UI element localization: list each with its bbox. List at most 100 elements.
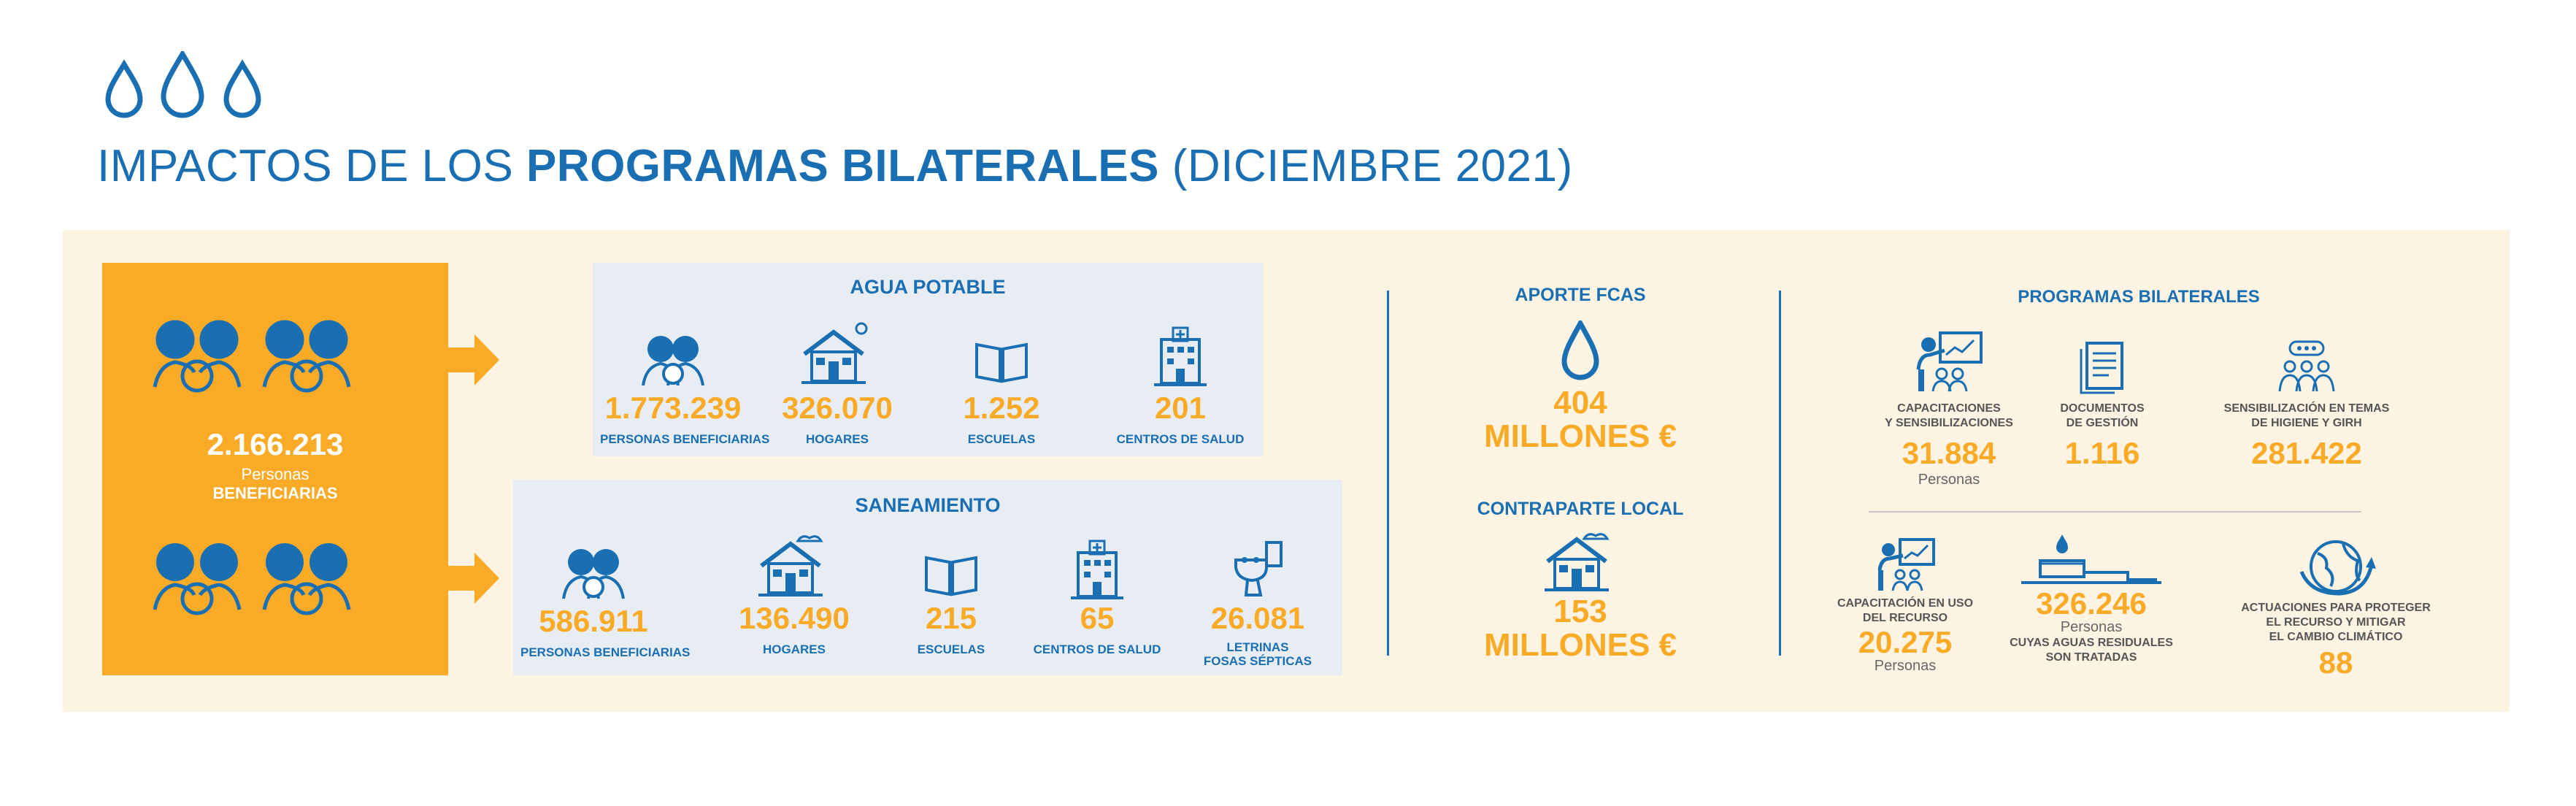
prog-act-label1: ACTUACIONES PARA PROTEGER [2241,602,2431,614]
prog-doc-value: 1.116 [2064,436,2140,470]
prog-cap-label1: CAPACITACIONES [1897,402,2001,415]
san-item-salud: 65 CENTROS DE SALUD [1024,538,1170,657]
drop-icon [161,51,204,118]
prog-aguas-value: 326.246 [2036,586,2147,621]
prog-capacitacion-uso: CAPACITACIÓN EN USO DEL RECURSO 20.275 P… [1818,537,1993,675]
agua-value-hogares: 326.070 [782,391,893,425]
san-label-fosas: FOSAS SÉPTICAS [1203,653,1312,668]
agua-label-escuelas: ESCUELAS [967,432,1036,446]
divider-left [1387,291,1389,656]
prog-sensibilizacion: SENSIBILIZACIÓN EN TEMAS DE HIGIENE Y GI… [2197,340,2416,469]
agua-value-escuelas: 1.252 [963,391,1040,425]
agua-title: AGUA POTABLE [850,276,1006,298]
training-icon [1916,331,1983,392]
drop-icon [223,59,261,118]
people-icon [642,336,704,386]
house-icon [758,535,823,596]
prog-uso-label1: CAPACITACIÓN EN USO [1837,597,1974,610]
san-label-letrinas: LETRINAS [1226,640,1289,654]
prog-uso-sub: Personas [1874,658,1937,674]
beneficiaries-value: 2.166.213 [207,427,344,461]
contraparte-unit: MILLONES € [1483,627,1677,663]
prog-doc-label2: DE GESTIÓN [2066,417,2139,429]
contraparte-value: 153 [1553,594,1607,629]
prog-aguas-residuales: 326.246 Personas CUYAS AGUAS RESIDUALES … [1996,531,2186,665]
page-title: IMPACTOS DE LOS PROGRAMAS BILATERALES (D… [97,140,1573,192]
prog-sens-label1: SENSIBILIZACIÓN EN TEMAS [2223,402,2390,415]
house-icon [1545,533,1610,591]
prog-doc-label1: DOCUMENTOS [2060,402,2145,415]
title-part3: (DICIEMBRE 2021) [1158,141,1573,191]
document-icon [2080,342,2123,394]
hospital-icon [1154,326,1207,386]
aporte-unit: MILLONES € [1483,418,1677,454]
contraparte-title: CONTRAPARTE LOCAL [1477,499,1684,519]
prog-act-value: 88 [2318,645,2353,680]
globe-icon [2299,540,2376,596]
arrow-right-icon [448,334,499,385]
agua-value-personas: 1.773.239 [604,391,742,425]
beneficiaries-card: 2.166.213 Personas BENEFICIARIAS [102,263,448,675]
san-value-escuelas: 215 [925,601,977,635]
prog-act-label3: EL CAMBIO CLIMÁTICO [2269,631,2403,643]
agua-label-personas: PERSONAS BENEFICIARIAS [600,432,770,446]
prog-actuaciones: ACTUACIONES PARA PROTEGER EL RECURSO Y M… [2219,535,2453,678]
san-value-letrinas: 26.081 [1210,601,1305,635]
aporte-value: 404 [1553,385,1607,421]
beneficiaries-line1: Personas [241,465,309,483]
san-label-salud: CENTROS DE SALUD [1033,642,1161,656]
toilet-icon [1234,541,1283,596]
agua-value-salud: 201 [1154,391,1207,425]
aporte-fcas: APORTE FCAS 404 MILLONES € [1431,285,1730,453]
san-item-letrinas: 26.081 LETRINAS FOSAS SÉPTICAS [1192,538,1323,668]
people-group-icon [153,320,351,393]
agua-label-hogares: HOGARES [806,432,869,446]
contraparte-local: CONTRAPARTE LOCAL 153 MILLONES € [1431,499,1730,661]
title-part2: PROGRAMAS BILATERALES [526,141,1159,191]
agua-item-salud: 201 CENTROS DE SALUD [1107,325,1253,447]
training-icon [1877,538,1935,591]
san-label-personas: PERSONAS BENEFICIARIAS [520,645,691,659]
wastewater-plant-icon [2021,534,2161,584]
prog-act-label2: EL RECURSO Y MITIGAR [2266,616,2406,629]
agua-potable-box: AGUA POTABLE 1.773.239 PERSONAS BENEFICI… [593,263,1263,456]
divider-right [1779,291,1781,656]
beneficiaries-line2: BENEFICIARIAS [212,484,338,502]
agua-item-hogares: 326.070 HOGARES [775,321,899,447]
house-icon [801,322,868,384]
book-icon [975,342,1028,383]
programas-separator [1869,511,2361,513]
group-talk-icon [2278,340,2335,392]
prog-sens-value: 281.422 [2251,436,2362,470]
prog-documentos: DOCUMENTOS DE GESTIÓN 1.116 [2037,340,2168,469]
book-icon [925,556,977,596]
people-group-icon [153,543,351,615]
agua-label-salud: CENTROS DE SALUD [1116,432,1245,446]
prog-aguas-label1: CUYAS AGUAS RESIDUALES [2010,637,2173,649]
san-value-personas: 586.911 [539,604,648,638]
prog-capacitaciones: CAPACITACIONES Y SENSIBILIZACIONES 31.88… [1858,329,2040,488]
prog-cap-sub: Personas [1918,472,1980,488]
san-item-escuelas: 215 ESCUELAS [907,549,995,657]
aporte-title: APORTE FCAS [1515,285,1646,305]
prog-cap-value: 31.884 [1902,436,1996,470]
prog-uso-label2: DEL RECURSO [1862,612,1948,624]
prog-uso-value: 20.275 [1858,625,1953,659]
drop-icon [1561,321,1599,380]
prog-aguas-sub: Personas [2060,619,2123,635]
people-icon [562,549,625,599]
san-value-hogares: 136.490 [739,601,850,635]
agua-item-personas: 1.773.239 PERSONAS BENEFICIARIAS [600,329,770,447]
san-value-salud: 65 [1080,601,1115,635]
san-label-hogares: HOGARES [763,642,826,656]
prog-sens-label2: DE HIGIENE Y GIRH [2251,417,2362,429]
header-drops [102,51,270,124]
arrow-right-icon [448,553,499,604]
saneamiento-box: SANEAMIENTO 586.911 PERSONAS BENEFICIARI… [513,480,1342,675]
saneamiento-title: SANEAMIENTO [855,494,1001,516]
san-item-hogares: 136.490 HOGARES [732,531,856,657]
prog-aguas-label2: SON TRATADAS [2045,651,2137,664]
agua-item-escuelas: 1.252 ESCUELAS [958,336,1045,447]
title-part1: IMPACTOS DE LOS [97,141,526,191]
san-item-personas: 586.911 PERSONAS BENEFICIARIAS [520,542,691,660]
